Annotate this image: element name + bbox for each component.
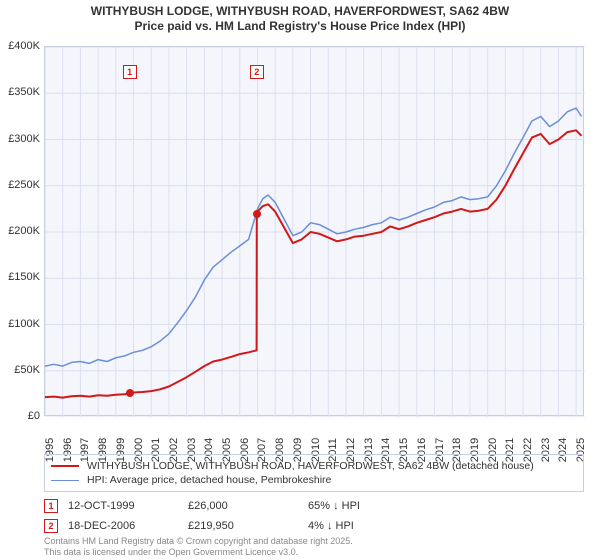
legend-row: WITHYBUSH LODGE, WITHYBUSH ROAD, HAVERFO… xyxy=(51,459,577,473)
plot-area: 12 xyxy=(44,46,584,416)
y-tick-label: £250K xyxy=(8,179,40,191)
sale-price: £219,950 xyxy=(188,520,298,532)
sale-row: 2 18-DEC-2006 £219,950 4% ↓ HPI xyxy=(44,516,584,536)
sale-price: £26,000 xyxy=(188,500,298,512)
title-line-1: WITHYBUSH LODGE, WITHYBUSH ROAD, HAVERFO… xyxy=(0,4,600,19)
y-tick-label: £300K xyxy=(8,133,40,145)
sale-delta: 65% ↓ HPI xyxy=(308,500,360,512)
chart-container: WITHYBUSH LODGE, WITHYBUSH ROAD, HAVERFO… xyxy=(0,0,600,560)
sale-marker-badge: 2 xyxy=(250,65,264,79)
sale-date: 12-OCT-1999 xyxy=(68,500,178,512)
sale-delta: 4% ↓ HPI xyxy=(308,520,354,532)
sale-marker-badge: 1 xyxy=(123,65,137,79)
title-line-2: Price paid vs. HM Land Registry's House … xyxy=(0,19,600,34)
sale-row: 1 12-OCT-1999 £26,000 65% ↓ HPI xyxy=(44,496,584,516)
y-tick-label: £0 xyxy=(28,410,40,422)
sale-date: 18-DEC-2006 xyxy=(68,520,178,532)
sale-point-marker xyxy=(253,210,261,218)
y-tick-label: £200K xyxy=(8,225,40,237)
sale-badge: 2 xyxy=(44,519,58,533)
footer-line-2: This data is licensed under the Open Gov… xyxy=(44,547,353,558)
y-tick-label: £150K xyxy=(8,271,40,283)
legend: WITHYBUSH LODGE, WITHYBUSH ROAD, HAVERFO… xyxy=(44,454,584,492)
sale-badge: 1 xyxy=(44,499,58,513)
y-tick-label: £100K xyxy=(8,318,40,330)
sale-records: 1 12-OCT-1999 £26,000 65% ↓ HPI 2 18-DEC-2006… xyxy=(44,496,584,536)
title-block: WITHYBUSH LODGE, WITHYBUSH ROAD, HAVERFO… xyxy=(0,0,600,34)
y-axis-labels: £0£50K£100K£150K£200K£250K£300K£350K£400… xyxy=(0,46,42,416)
legend-swatch xyxy=(51,465,79,467)
legend-text: HPI: Average price, detached house, Pemb… xyxy=(87,474,331,486)
y-tick-label: £50K xyxy=(14,364,40,376)
legend-row: HPI: Average price, detached house, Pemb… xyxy=(51,473,577,487)
legend-text: WITHYBUSH LODGE, WITHYBUSH ROAD, HAVERFO… xyxy=(87,460,534,472)
sale-point-marker xyxy=(126,389,134,397)
y-tick-label: £400K xyxy=(8,40,40,52)
chart-svg xyxy=(45,47,585,417)
y-tick-label: £350K xyxy=(8,86,40,98)
footer: Contains HM Land Registry data © Crown c… xyxy=(44,536,353,558)
legend-swatch xyxy=(51,480,79,481)
footer-line-1: Contains HM Land Registry data © Crown c… xyxy=(44,536,353,547)
